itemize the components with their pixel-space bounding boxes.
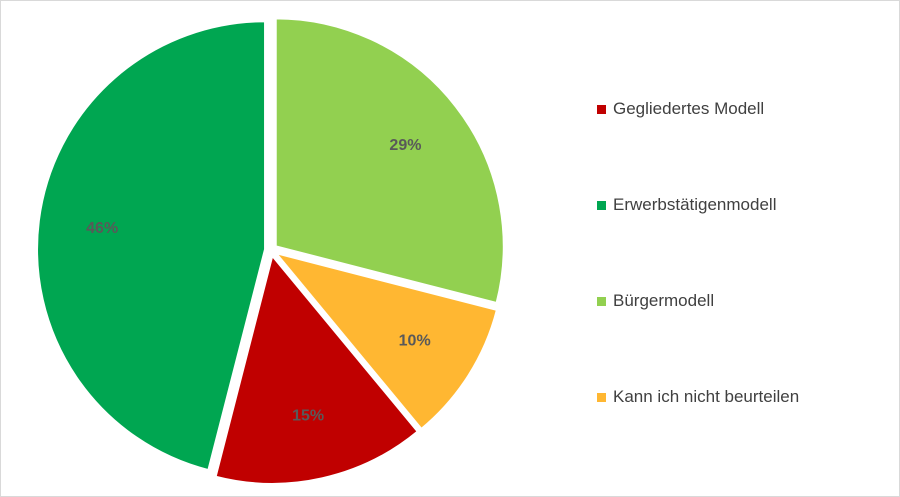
legend-label: Erwerbstätigenmodell (613, 195, 777, 214)
pie-slice-erwerbstaetigenmodell (36, 20, 267, 472)
chart-legend: Gegliedertes Modell Erwerbstätigenmodell… (597, 93, 887, 477)
legend-item-kann-ich-nicht-beurteilen: Kann ich nicht beurteilen (597, 381, 887, 413)
pie-chart: 29% 10% 15% 46% (36, 17, 505, 485)
data-label-buergermodell: 29% (389, 137, 421, 154)
pie-slice-kann-ich-nicht-beurteilen (273, 251, 499, 431)
legend-item-gegliedertes-modell: Gegliedertes Modell (597, 93, 887, 125)
legend-item-buergermodell: Bürgermodell (597, 285, 887, 317)
data-label-erwerbstaetigenmodell: 46% (86, 220, 118, 237)
data-label-kann-ich-nicht-beurteilen: 10% (399, 333, 431, 350)
data-label-gegliedertes-modell: 15% (292, 408, 324, 425)
legend-swatch (597, 392, 606, 402)
pie-slice-buergermodell (274, 17, 505, 305)
legend-label: Kann ich nicht beurteilen (613, 387, 800, 406)
legend-item-erwerbstaetigenmodell: Erwerbstätigenmodell (597, 189, 887, 221)
legend-swatch (597, 200, 606, 210)
legend-swatch (597, 296, 606, 306)
legend-swatch (597, 104, 606, 114)
legend-label: Bürgermodell (613, 291, 715, 310)
pie-slice-gegliedertes-modell (214, 253, 420, 485)
legend-label: Gegliedertes Modell (613, 99, 765, 118)
